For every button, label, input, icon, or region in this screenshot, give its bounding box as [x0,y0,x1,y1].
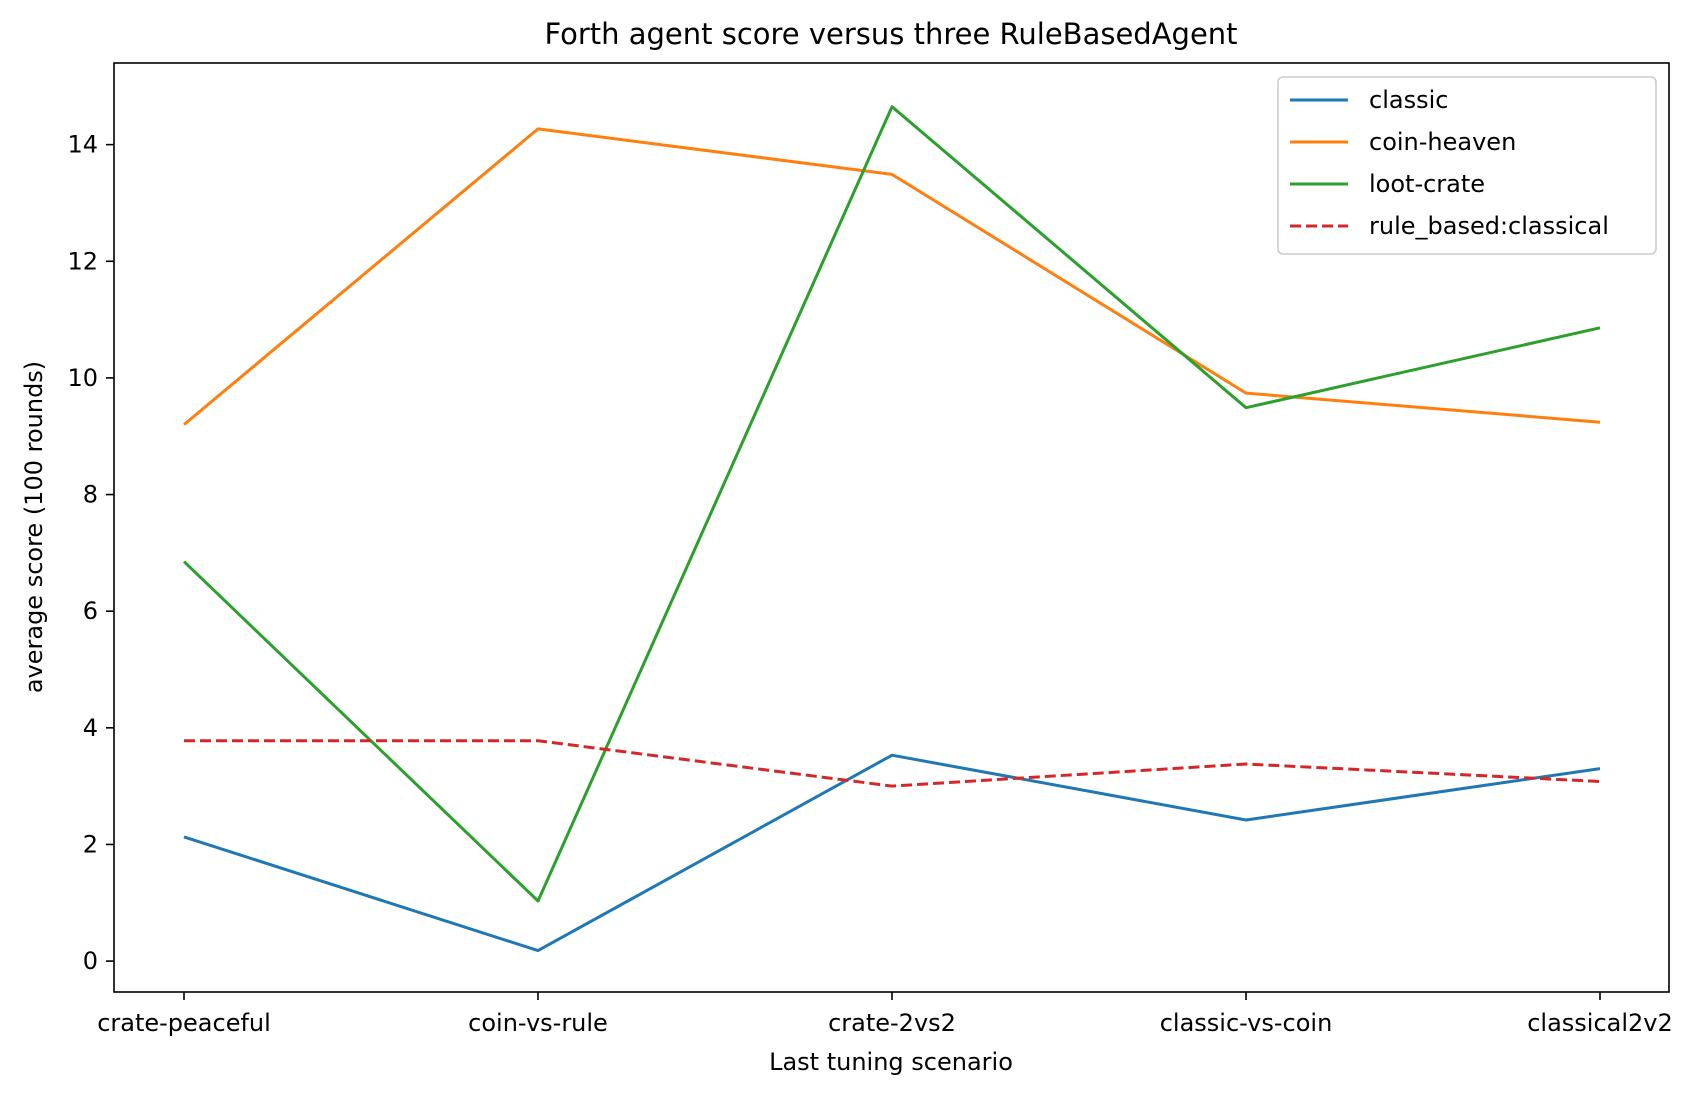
x-tick-label-coin-vs-rule: coin-vs-rule [468,1009,608,1037]
legend: classic coin-heaven loot-crate rule_based:c… [1277,76,1657,255]
x-tick-label-crate-peaceful: crate-peaceful [97,1009,271,1037]
x-axis: crate-peaceful coin-vs-rule crate-2vs2 clas… [97,992,1673,1037]
series-line-loot-crate [182,105,1601,903]
y-tick-label-6: 6 [83,597,98,625]
y-tick-label-12: 12 [67,247,98,275]
y-tick-label-2: 2 [83,830,98,858]
plot-area [182,105,1601,953]
series-line-classic [183,753,1601,953]
y-tick-label-8: 8 [83,481,98,509]
y-axis-label: average score (100 rounds) [20,361,48,693]
legend-frame [1277,76,1657,255]
y-tick-label-14: 14 [67,131,98,159]
legend-label-rule-based-classical: rule_based:classical [1369,212,1609,240]
y-tick-label-4: 4 [83,714,98,742]
x-tick-label-classic-vs-coin: classic-vs-coin [1160,1009,1333,1037]
series-line-rule-based-classical [184,739,1601,788]
y-axis: 0 2 4 6 8 10 12 14 [67,131,114,975]
y-tick-label-0: 0 [83,947,98,975]
legend-label-loot-crate: loot-crate [1369,170,1485,198]
chart-title: Forth agent score versus three RuleBased… [544,17,1237,51]
x-axis-label: Last tuning scenario [769,1048,1013,1076]
series-line-coin-heaven [183,127,1601,426]
y-tick-label-10: 10 [67,364,98,392]
legend-label-classic: classic [1369,86,1448,114]
legend-label-coin-heaven: coin-heaven [1369,128,1516,156]
x-tick-label-crate-2vs2: crate-2vs2 [828,1009,956,1037]
x-tick-label-classical2v2: classical2v2 [1527,1009,1673,1037]
